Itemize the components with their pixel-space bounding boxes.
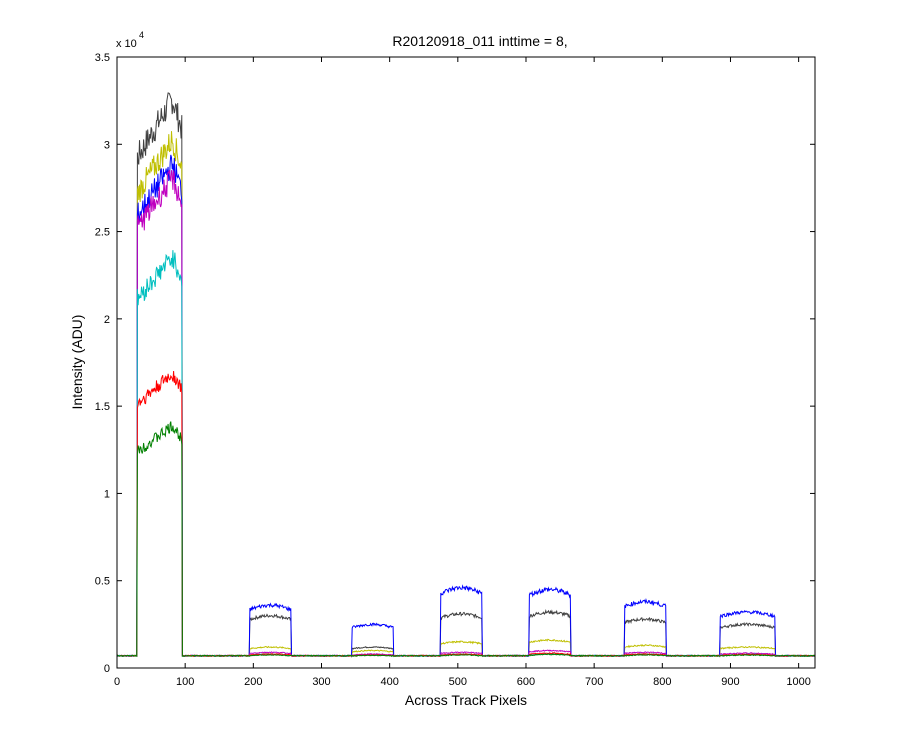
x-tick-label: 500 <box>449 676 467 688</box>
y-exponent-power: 4 <box>139 30 144 40</box>
y-axis-label: Intensity (ADU) <box>69 315 85 410</box>
x-tick-label: 100 <box>176 676 194 688</box>
x-tick-label: 1000 <box>786 676 810 688</box>
y-tick-label: 2 <box>104 314 110 326</box>
y-tick-label: 2.5 <box>95 227 110 239</box>
series-line-1 <box>116 131 816 658</box>
series-line-5 <box>116 370 815 658</box>
y-tick-label: 1.5 <box>95 401 110 413</box>
x-tick-label: 800 <box>653 676 671 688</box>
series-line-2 <box>116 154 815 658</box>
x-axis-label: Across Track Pixels <box>405 692 527 708</box>
x-tick-label: 600 <box>517 676 535 688</box>
series-line-6 <box>116 421 816 658</box>
x-tick-label: 400 <box>380 676 398 688</box>
y-tick-label: 0 <box>104 663 110 675</box>
series-line-4 <box>116 250 816 658</box>
ticks-layer: 0 100 200 300 400 500 600 700 800 900 1000 0 0.5 1 1.5… <box>95 52 815 688</box>
x-tick-label: 300 <box>312 676 330 688</box>
y-tick-label: 0.5 <box>95 576 110 588</box>
y-tick-label: 3.5 <box>95 52 110 64</box>
y-tick-label: 3 <box>104 139 110 151</box>
x-tick-label: 0 <box>114 676 120 688</box>
x-tick-label: 900 <box>721 676 739 688</box>
series-layer <box>116 92 816 658</box>
plot-frame <box>116 56 816 669</box>
y-tick-label: 1 <box>104 488 110 500</box>
x-tick-label: 700 <box>585 676 603 688</box>
series-line-0 <box>116 92 816 658</box>
y-exponent-label: x 10 <box>116 38 137 50</box>
series-line-3 <box>116 169 816 658</box>
x-tick-label: 200 <box>244 676 262 688</box>
chart-title: R20120918_011 inttime = 8, <box>392 33 567 49</box>
